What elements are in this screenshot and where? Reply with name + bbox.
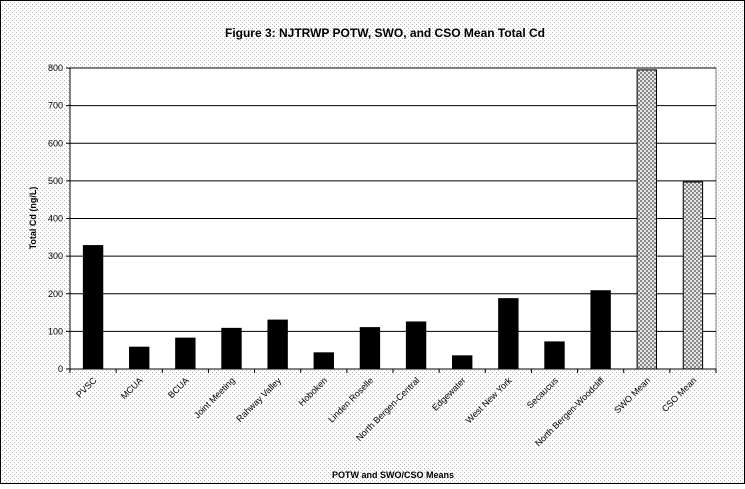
y-tick-label: 500: [48, 176, 63, 186]
y-tick-label: 600: [48, 138, 63, 148]
chart-title: Figure 3: NJTRWP POTW, SWO, and CSO Mean…: [225, 26, 545, 40]
bar-mcua: [129, 346, 150, 370]
bar-edgewater: [452, 355, 473, 370]
x-axis-label: POTW and SWO/CSO Means: [332, 470, 454, 480]
bar-cso-mean: [682, 181, 704, 370]
bar-swo-mean: [636, 69, 657, 370]
bar-north-bergen-central: [405, 321, 427, 370]
y-axis-ticks: 0 100 200 300 400 500 600 700 800: [48, 63, 70, 374]
bar-hoboken: [313, 352, 334, 370]
bar-west-new-york: [498, 298, 519, 370]
bar-north-bergen-woodcliff: [590, 290, 611, 370]
bar-linden-roselle: [359, 327, 381, 370]
y-tick-label: 200: [48, 289, 63, 299]
bar-secaucus: [544, 341, 565, 370]
bar-bcua: [175, 337, 196, 370]
y-tick-label: 400: [48, 214, 63, 224]
y-tick-label: 700: [48, 101, 63, 111]
bar-rahway-valley: [267, 319, 288, 370]
bar-joint-meeting: [221, 327, 242, 370]
y-tick-label: 300: [48, 251, 63, 261]
bars: [82, 69, 704, 370]
y-tick-label: 0: [58, 364, 63, 374]
gridlines: [70, 67, 716, 332]
y-tick-label: 800: [48, 63, 63, 73]
bar-pvsc: [82, 245, 104, 370]
y-tick-label: 100: [48, 326, 63, 336]
y-axis-label: Total Cd (ng/L): [28, 187, 38, 250]
